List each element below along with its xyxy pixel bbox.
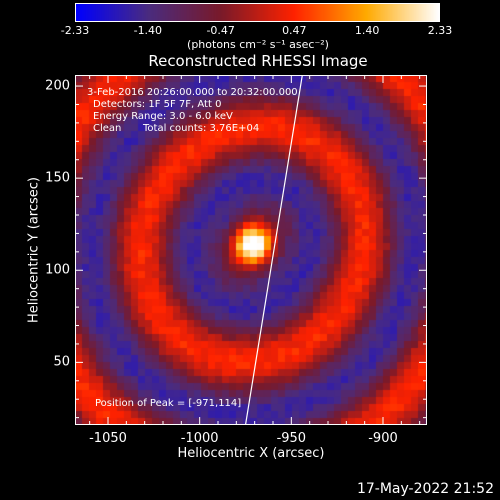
x-tick-label: -1050 — [89, 431, 127, 446]
x-tick-label: -900 — [368, 431, 398, 446]
limb-line — [244, 75, 303, 425]
annotation-detectors: Detectors: 1F 5F 7F, Att 0 — [93, 99, 222, 110]
colorbar — [75, 3, 440, 22]
annotation-peak: Position of Peak = [-971,114] — [95, 398, 242, 409]
y-tick-label: 50 — [53, 354, 70, 370]
annotation-energy: Energy Range: 3.0 - 6.0 keV — [93, 111, 233, 122]
annotation-time-range: 3-Feb-2016 20:26:00.000 to 20:32:00.000 — [87, 87, 298, 98]
x-tick-label: -950 — [276, 431, 307, 446]
colorbar-tick-label: -2.33 — [60, 24, 90, 37]
colorbar-units: (photons cm⁻² s⁻¹ asec⁻²) — [187, 38, 329, 51]
annotation-counts: Total counts: 3.76E+04 — [143, 123, 260, 134]
plot-area: 3-Feb-2016 20:26:00.000 to 20:32:00.000 … — [75, 75, 427, 425]
y-axis-label: Heliocentric Y (arcsec) — [26, 177, 42, 323]
colorbar-tick-label: -0.47 — [206, 24, 235, 37]
y-tick-label: 200 — [45, 78, 70, 94]
annotation-algorithm: Clean — [93, 123, 122, 134]
y-tick-label: 100 — [45, 262, 70, 278]
timestamp: 17-May-2022 21:52 — [356, 481, 494, 497]
colorbar-tick-label: -1.40 — [133, 24, 163, 37]
solar-limb — [244, 75, 303, 425]
rhessi-image — [75, 75, 427, 425]
colorbar-tick-label: 1.40 — [354, 24, 380, 37]
colorbar-tick-label: 0.47 — [282, 24, 307, 37]
x-axis-label: Heliocentric X (arcsec) — [177, 446, 325, 461]
colorbar-tick-label: 2.33 — [427, 24, 453, 37]
plot-title: Reconstructed RHESSI Image — [148, 52, 368, 70]
x-tick-label: -1000 — [180, 431, 219, 446]
y-tick-label: 150 — [45, 170, 70, 186]
